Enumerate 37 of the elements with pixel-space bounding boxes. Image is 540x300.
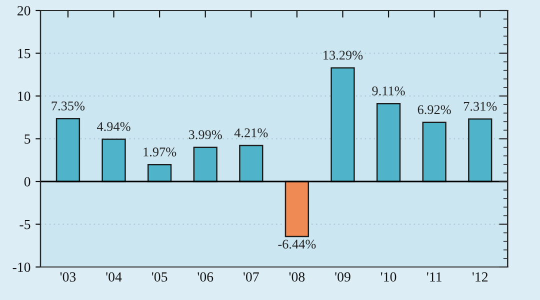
data-label: 9.11% [372,86,405,96]
data-label: 1.97% [144,148,176,156]
y-tick-label: 20 [18,6,30,16]
data-label: 13.29% [324,50,363,60]
bar [422,122,446,182]
y-tick-label: 10 [18,92,30,101]
data-label: -6.44% [278,240,316,249]
x-tick-label: '09 [335,272,350,282]
y-tick-label: -10 [12,262,30,272]
x-tick-label: '12 [472,272,488,282]
bar [239,144,264,182]
y-tick-label: 15 [18,48,30,58]
bar [147,164,172,182]
y-tick-label: 0 [24,177,30,186]
bar [468,118,492,182]
data-label: 7.31% [464,102,497,111]
data-label: 4.21% [234,128,268,138]
x-tick-label: '05 [152,272,168,282]
bar [193,146,218,182]
bar [102,138,126,182]
data-label: 6.92% [418,105,451,114]
x-tick-label: '07 [244,272,259,282]
bar [284,180,310,238]
bar [56,118,80,182]
bar [376,102,401,182]
y-tick-label: 5 [24,134,30,144]
x-tick-label: '11 [426,272,442,282]
bar [330,67,355,182]
x-tick-label: '06 [198,272,214,282]
data-label: 3.99% [188,130,222,140]
y-tick-label: -5 [20,220,30,230]
x-tick-label: '03 [60,272,76,282]
data-label: 7.35% [52,102,85,110]
x-tick-label: '10 [380,272,396,282]
x-tick-label: '08 [289,272,305,282]
data-label: 4.94% [96,122,130,132]
x-tick-label: '04 [106,272,122,282]
